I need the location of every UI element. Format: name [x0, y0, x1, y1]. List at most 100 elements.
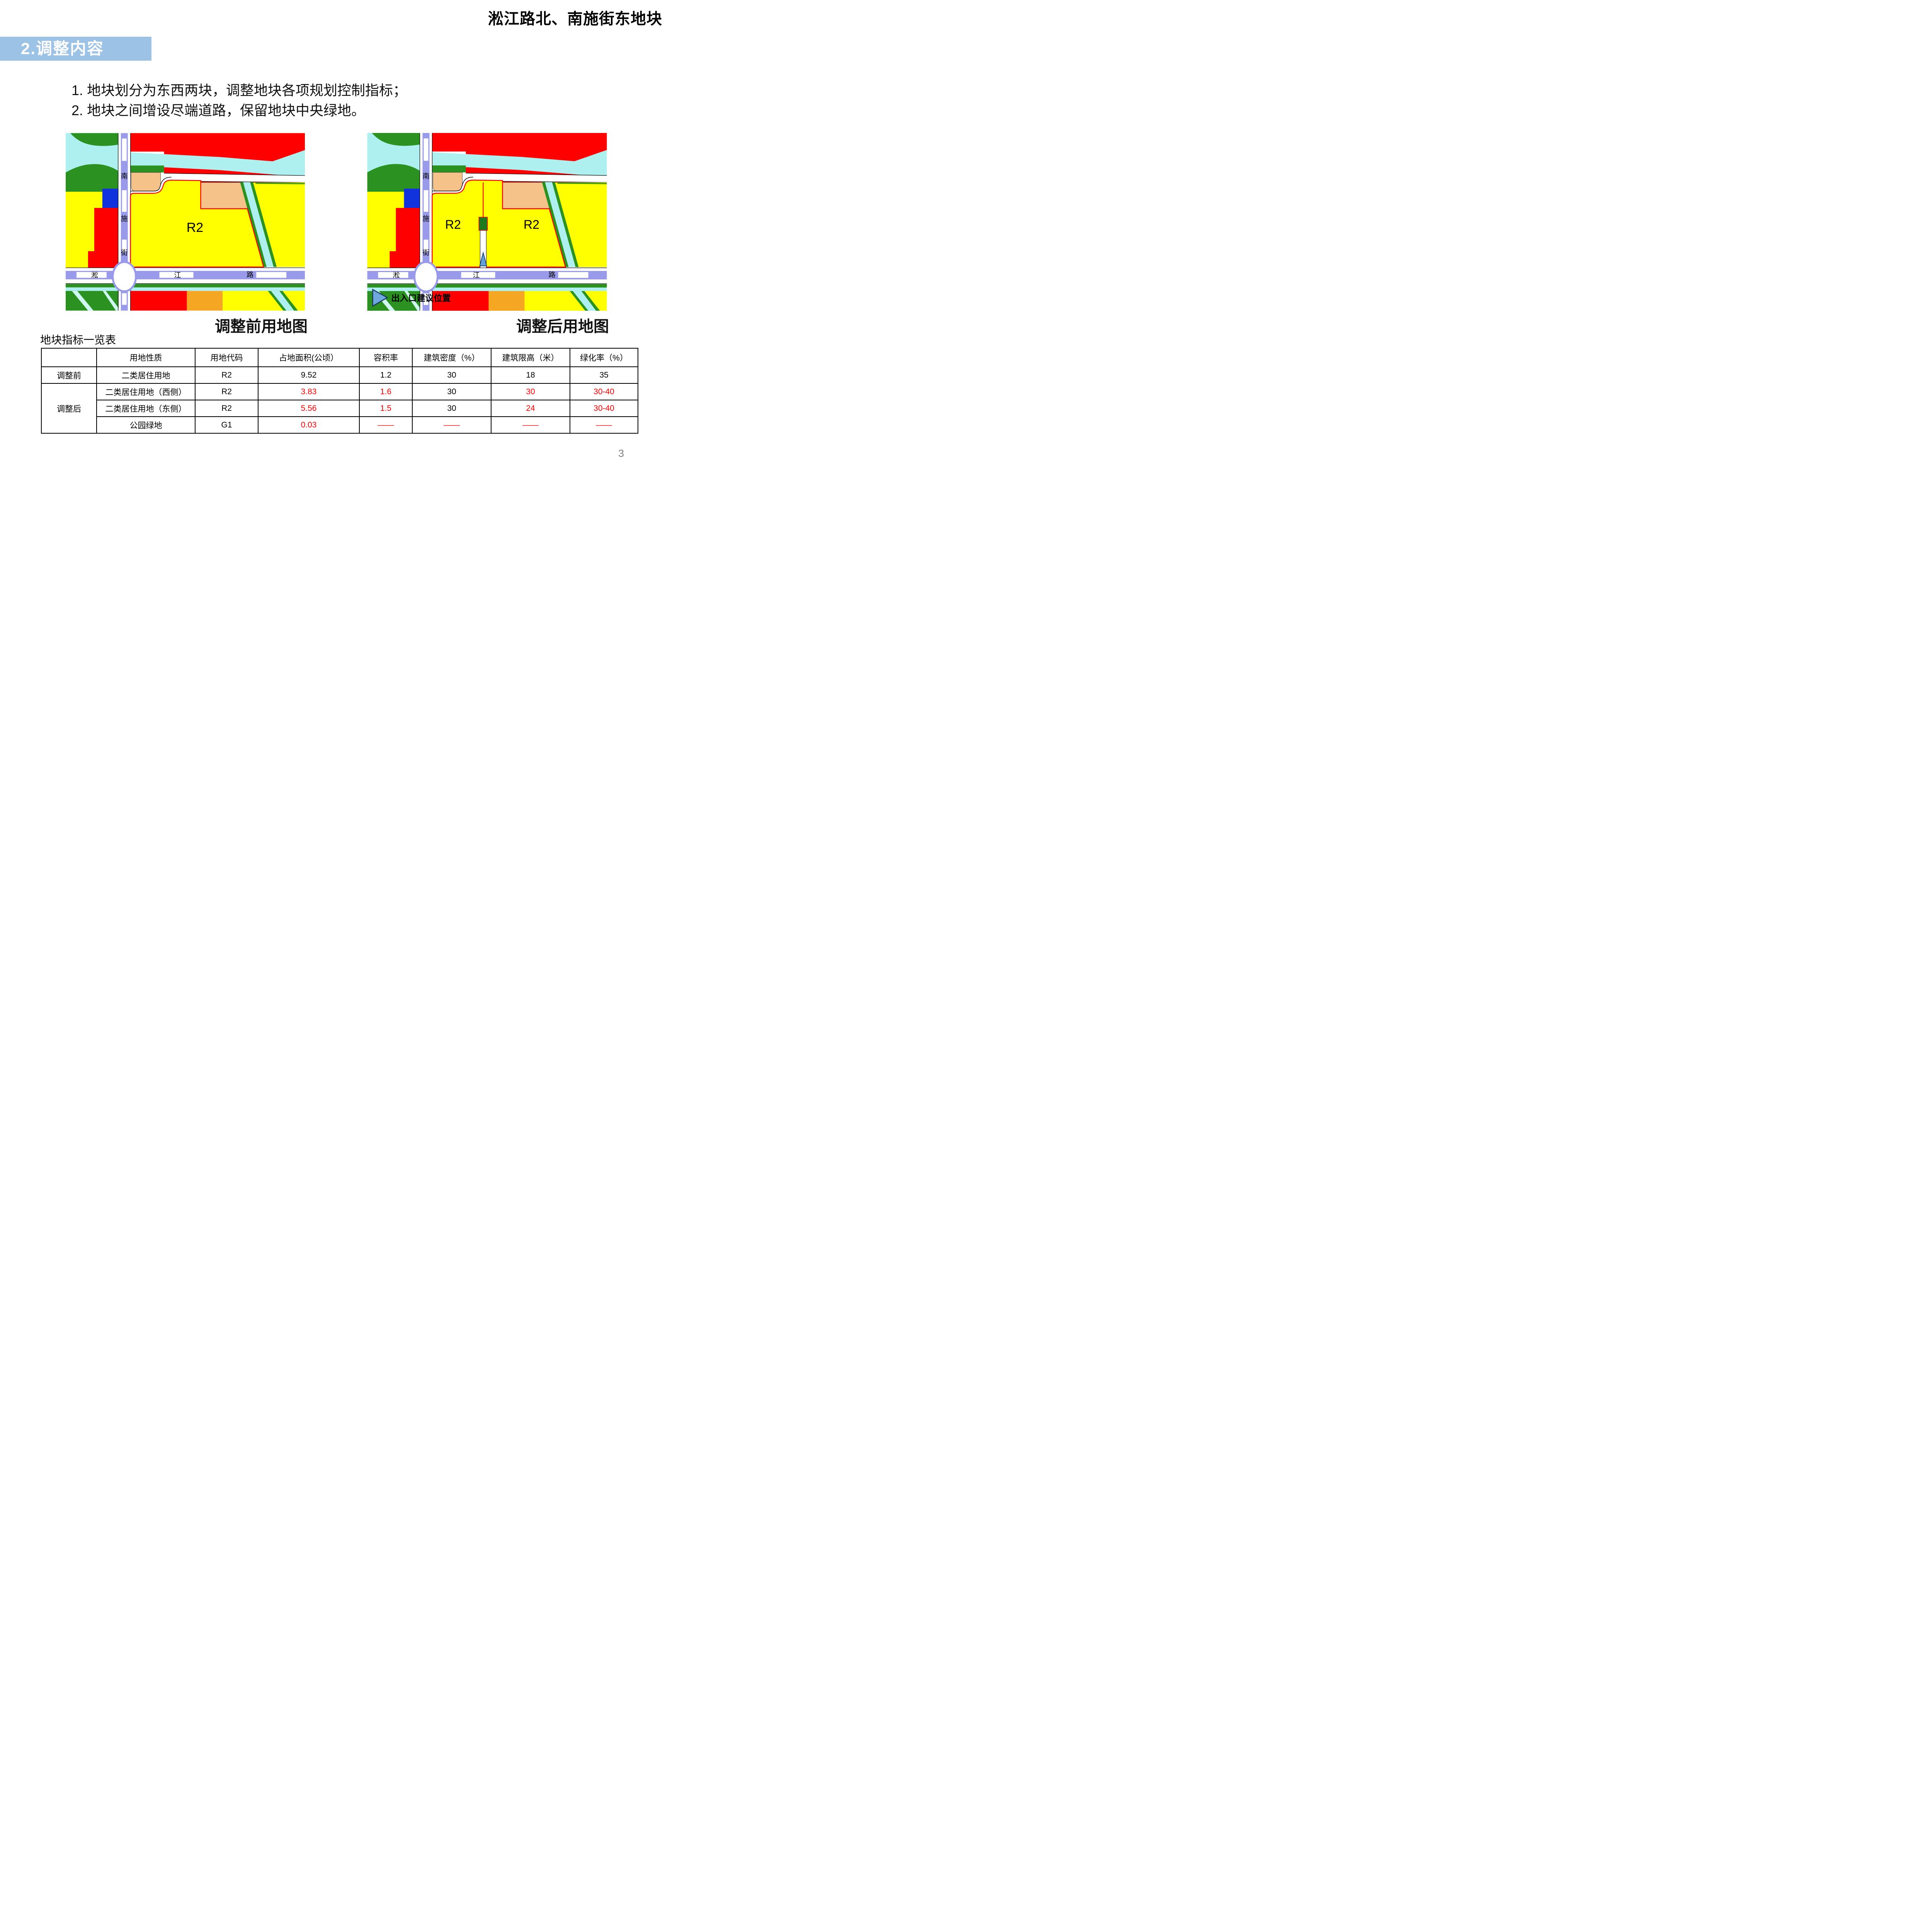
- svg-text:出入口建议位置: 出入口建议位置: [391, 293, 451, 303]
- north-parcels: [432, 133, 607, 192]
- songjiang-road: [66, 267, 305, 284]
- peach-parcel-west: [433, 172, 463, 192]
- indicator-table: 用地性质 用地代码 占地面积(公顷） 容积率 建筑密度（%） 建筑限高（米） 绿…: [41, 348, 638, 434]
- svg-text:南: 南: [423, 172, 430, 180]
- new-dead-end-road: [478, 182, 488, 268]
- header-area: 占地面积(公顷）: [258, 348, 360, 367]
- blue-parcel: [404, 189, 420, 208]
- cell: 二类居住用地（东侧）: [96, 400, 196, 417]
- entrance-legend: 出入口建议位置: [372, 288, 451, 307]
- cell: 30: [412, 366, 492, 384]
- north-parcels: [130, 133, 305, 192]
- west-parcels: [66, 189, 118, 268]
- slide: 淞江路北、南施街东地块 2.调整内容 1. 地块划分为东西两块，调整地块各项规划…: [0, 0, 678, 479]
- central-green-g1: [478, 217, 488, 231]
- svg-text:淞: 淞: [393, 271, 400, 279]
- peach-parcel-east: [502, 182, 549, 209]
- table-title: 地块指标一览表: [40, 334, 116, 346]
- svg-text:施: 施: [121, 215, 128, 223]
- svg-text:路: 路: [247, 271, 253, 279]
- peach-parcel-east: [201, 182, 248, 209]
- cell: ——: [359, 416, 413, 434]
- bullet-item: 1. 地块划分为东西两块，调整地块各项规划控制指标；: [71, 82, 407, 98]
- svg-text:路: 路: [549, 271, 556, 279]
- landuse-map-before: 南 施 街 淞 江 路 R2: [66, 133, 305, 311]
- svg-text:江: 江: [473, 271, 480, 279]
- cell: 9.52: [258, 366, 360, 384]
- south-parcels: [367, 284, 607, 311]
- section-header-bar: 2.调整内容: [0, 37, 151, 61]
- river: [130, 152, 305, 177]
- cell: G1: [195, 416, 259, 434]
- table-row: 调整后 二类居住用地（西侧） R2 3.83 1.6 30 30 30-40: [41, 383, 638, 434]
- cell: 1.6: [359, 383, 413, 400]
- table-row: 公园绿地 G1 0.03 —— —— —— ——: [41, 416, 638, 434]
- r2-west-label: R2: [445, 218, 461, 232]
- cell: 30: [412, 383, 492, 400]
- svg-text:淞: 淞: [91, 271, 98, 279]
- svg-text:街: 街: [423, 249, 430, 257]
- r2-parcel: [130, 180, 264, 267]
- cell: R2: [195, 366, 259, 384]
- blue-parcel: [102, 189, 118, 208]
- south-parcels: [66, 284, 305, 311]
- svg-text:施: 施: [423, 215, 430, 223]
- cell: 公园绿地: [96, 416, 196, 434]
- street-labels: 南 施 街 淞 江 路: [91, 172, 253, 279]
- header-height-limit: 建筑限高（米）: [491, 348, 570, 367]
- header-green-ratio: 绿化率（%）: [570, 348, 638, 367]
- r2-red-boundary: [432, 179, 566, 268]
- header-land-use: 用地性质: [96, 348, 196, 367]
- cell: 0.03: [258, 416, 360, 434]
- r2-parcel: [432, 180, 566, 267]
- roundabout: [112, 261, 137, 293]
- svg-text:街: 街: [121, 249, 128, 257]
- header-density: 建筑密度（%）: [412, 348, 492, 367]
- svg-text:南: 南: [121, 172, 128, 180]
- cell: ——: [491, 416, 570, 434]
- diagonal-canal: [542, 182, 607, 267]
- water-and-green-areas: [367, 133, 420, 192]
- landuse-map-after: 南 施 街 淞 江 路 R2 R2 出入口建议位置: [367, 133, 607, 311]
- header-far: 容积率: [359, 348, 413, 367]
- roundabout: [413, 261, 439, 293]
- row-group-after: 调整后: [41, 383, 97, 434]
- cell: 二类居住用地（西侧）: [96, 383, 196, 400]
- map-caption-after: 调整后用地图: [516, 318, 609, 335]
- cell: 30-40: [570, 400, 638, 417]
- cell: ——: [412, 416, 492, 434]
- cell: 30: [412, 400, 492, 417]
- bullet-list: 1. 地块划分为东西两块，调整地块各项规划控制指标； 2. 地块之间增设尽端道路…: [71, 80, 407, 121]
- row-group-before: 调整前: [41, 366, 97, 384]
- cell: 3.83: [258, 383, 360, 400]
- west-parcels: [367, 189, 420, 268]
- cell: 1.5: [359, 400, 413, 417]
- cell: 24: [491, 400, 570, 417]
- section-header-label: 2.调整内容: [21, 39, 104, 58]
- street-labels: 南 施 街 淞 江 路: [393, 172, 556, 279]
- cell: 1.2: [359, 366, 413, 384]
- cell: 5.56: [258, 400, 360, 417]
- cell: 18: [491, 366, 570, 384]
- r2-red-boundary: [130, 179, 264, 268]
- peach-parcel-west: [131, 172, 161, 192]
- cell: 30-40: [570, 383, 638, 400]
- bullet-item: 2. 地块之间增设尽端道路，保留地块中央绿地。: [71, 102, 366, 118]
- water-and-green-areas: [66, 133, 118, 192]
- map-caption-before: 调整前用地图: [215, 318, 308, 335]
- diagonal-canal: [240, 182, 305, 267]
- cell: ——: [570, 416, 638, 434]
- cell: 30: [491, 383, 570, 400]
- r2-east-label: R2: [524, 218, 539, 232]
- songjiang-road: [367, 267, 607, 284]
- entrance-marker-icon: [479, 251, 487, 266]
- cell: 二类居住用地: [96, 366, 196, 384]
- header-blank: [41, 348, 97, 367]
- entrance-legend-icon: [372, 288, 389, 307]
- cell: 35: [570, 366, 638, 384]
- header-land-code: 用地代码: [195, 348, 259, 367]
- page-title: 淞江路北、南施街东地块: [488, 10, 662, 27]
- r2-zone-label: R2: [187, 220, 203, 235]
- river: [432, 152, 607, 177]
- page-number: 3: [618, 448, 624, 459]
